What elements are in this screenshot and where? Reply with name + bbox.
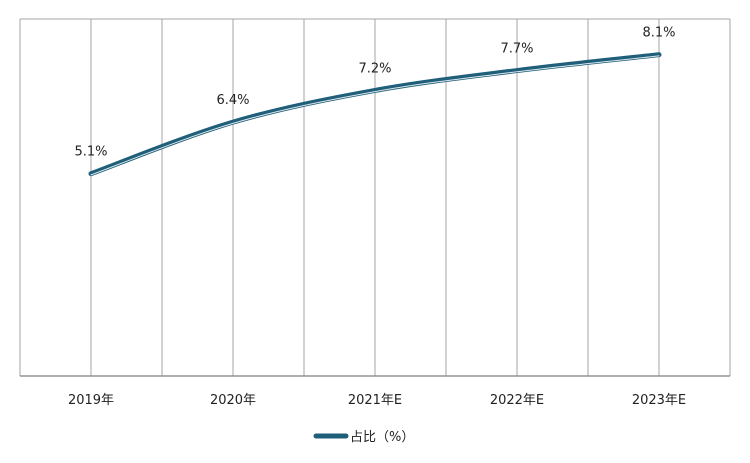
data-label: 8.1% [642,26,675,41]
data-label: 6.4% [216,93,249,108]
legend-label: 占比（%） [350,430,414,445]
x-tick-label: 2020年 [210,393,256,408]
series-line-highlight [90,55,660,176]
data-label: 7.7% [500,42,533,57]
x-tick-label: 2019年 [68,393,114,408]
x-tick-label: 2021年E [348,393,402,408]
x-tick-label: 2023年E [632,393,686,408]
series-line-group [88,52,662,177]
data-labels: 5.1% 6.4% 7.2% 7.7% 8.1% [74,26,675,160]
legend: 占比（%） [313,430,414,445]
data-label: 5.1% [74,145,107,160]
grid [19,18,731,376]
data-label: 7.2% [358,61,391,76]
series-line [88,52,662,177]
x-tick-label: 2022年E [490,393,544,408]
x-tick-labels: 2019年 2020年 2021年E 2022年E 2023年E [68,393,686,408]
